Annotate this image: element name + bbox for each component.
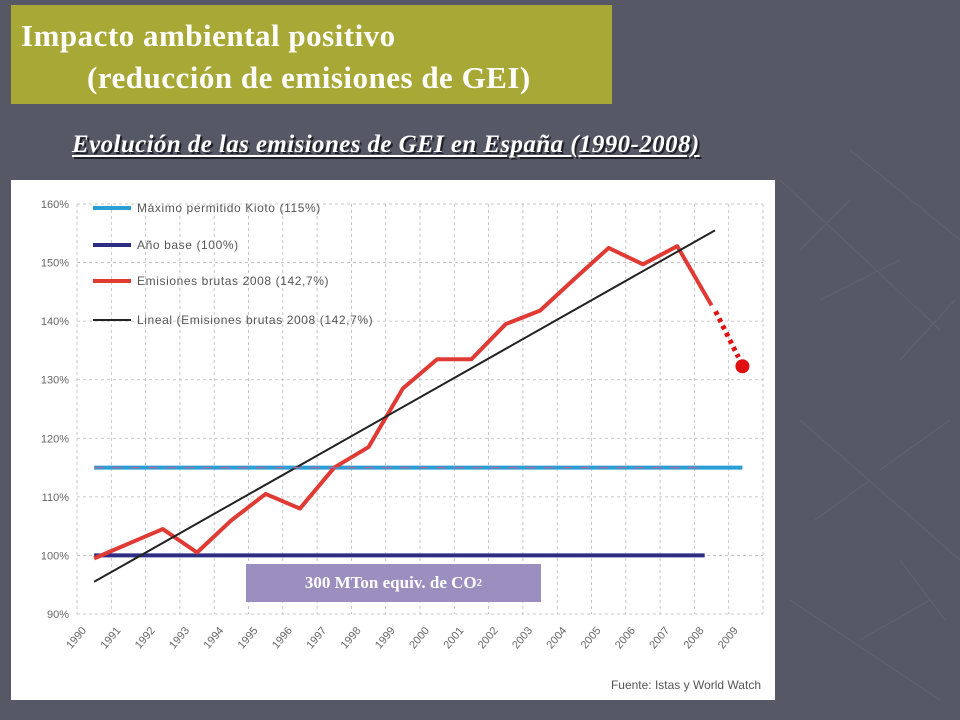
- y-tick-label: 160%: [41, 199, 69, 211]
- x-tick-label: 2001: [442, 625, 467, 651]
- x-tick-label: 2002: [476, 625, 501, 651]
- trend-line: [93, 229, 716, 583]
- slide-title-line-1: Impacto ambiental positivo: [21, 18, 396, 53]
- y-tick-label: 120%: [41, 433, 69, 445]
- x-tick-label: 2005: [579, 625, 604, 651]
- x-tick-label: 1999: [373, 625, 398, 651]
- mton-annotation: 300 MTon equiv. de CO 2: [246, 564, 541, 602]
- chart-subtitle: Evolución de las emisiones de GEI en Esp…: [72, 131, 700, 158]
- x-tick-label: 2007: [647, 625, 672, 651]
- title-banner: Impacto ambiental positivo (reducción de…: [11, 5, 612, 104]
- emissions-line: [93, 244, 714, 561]
- x-tick-label: 2003: [510, 625, 535, 651]
- x-tick-label: 2000: [407, 625, 432, 651]
- y-tick-label: 130%: [41, 375, 69, 387]
- x-tick-label: 1996: [270, 625, 295, 651]
- x-tick-label: 2008: [682, 625, 707, 651]
- legend-label: Emisiones brutas 2008 (142,7%): [137, 274, 329, 288]
- x-tick-label: 1997: [304, 625, 329, 651]
- x-tick-label: 1991: [99, 625, 124, 651]
- x-tick-label: 1990: [64, 625, 89, 651]
- x-tick-label: 1998: [339, 625, 364, 651]
- x-tick-label: 2004: [544, 625, 569, 651]
- y-tick-label: 150%: [41, 258, 69, 270]
- chart-panel: 90% 100% 110% 120% 130% 140% 150% 160% 1990 1991 1…: [11, 180, 775, 700]
- x-tick-label: 1995: [236, 625, 261, 651]
- mton-annotation-subscript: 2: [476, 577, 483, 589]
- mton-annotation-text: 300 MTon equiv. de CO: [304, 573, 477, 592]
- y-tick-label: 110%: [42, 492, 70, 504]
- y-tick-label: 140%: [41, 316, 69, 328]
- x-tick-label: 2009: [716, 625, 741, 651]
- x-tick-label: 1993: [167, 625, 192, 651]
- legend-label: Máximo permitido Kioto (115%): [137, 201, 321, 215]
- y-tick-label: 100%: [41, 550, 69, 562]
- legend-label: Año base (100%): [137, 238, 239, 252]
- y-tick-label: 90%: [47, 609, 69, 621]
- chart-source: Fuente: Istas y World Watch: [610, 678, 761, 692]
- slide-title-line-2: (reducción de emisiones de GEI): [87, 60, 531, 95]
- x-tick-label: 2006: [613, 625, 638, 651]
- legend-label: Lineal (Emisiones brutas 2008 (142,7%): [137, 313, 373, 327]
- x-tick-label: 1994: [201, 625, 226, 651]
- emissions-chart: 90% 100% 110% 120% 130% 140% 150% 160% 1990 1991 1…: [41, 199, 764, 651]
- x-tick-label: 1992: [133, 625, 158, 651]
